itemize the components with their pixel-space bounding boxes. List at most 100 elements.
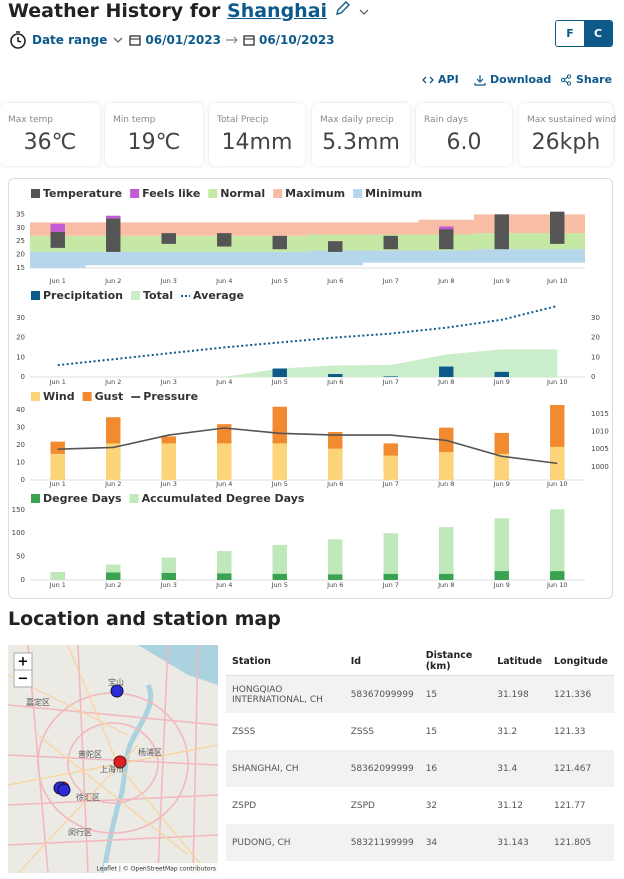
bar (106, 443, 121, 480)
x-tick-label: Jun 2 (104, 581, 121, 589)
y-tick-label: 20 (16, 334, 25, 342)
bar (328, 539, 343, 580)
total-area (57, 349, 558, 377)
start-date[interactable]: 06/01/2023 (145, 33, 221, 47)
zoom-out[interactable]: − (18, 672, 29, 687)
bar (439, 573, 454, 580)
bar (383, 573, 398, 580)
temperature-bar (494, 214, 509, 250)
x-tick-label: Jun 4 (215, 581, 232, 589)
table-cell: PUDONG, CH (226, 824, 345, 861)
min-band (85, 251, 141, 266)
stat-card: Max daily precip 5.3mm (312, 103, 410, 166)
x-tick-label: Jun 5 (271, 480, 288, 488)
city-link[interactable]: Shanghai (227, 0, 328, 22)
stat-value: 19℃ (127, 130, 181, 155)
bar (550, 509, 565, 580)
y2-tick-label: 20 (591, 334, 600, 342)
y-tick-label: 0 (21, 476, 25, 484)
station-map[interactable]: + − Leaflet | © OpenStreetMap contributo… (8, 645, 218, 873)
map-canvas[interactable]: + − Leaflet | © OpenStreetMap contributo… (8, 645, 218, 873)
share-button[interactable]: Share (560, 73, 612, 86)
y-tick-label: 15 (16, 264, 25, 272)
map-label: 上海市 (100, 764, 124, 774)
legend-label: Gust (95, 390, 124, 403)
map-roads (8, 645, 218, 873)
share-label: Share (576, 73, 613, 86)
min-band (363, 250, 419, 263)
x-tick-label: Jun 9 (493, 581, 510, 589)
stat-label: Rain days (424, 115, 468, 125)
bar (272, 544, 287, 580)
station-marker[interactable] (110, 684, 124, 698)
edit-icon[interactable] (334, 1, 352, 17)
min-band (252, 251, 308, 266)
x-tick-label: Jun 1 (49, 581, 66, 589)
legend-swatch (82, 392, 92, 401)
y-tick-label: 20 (16, 441, 25, 449)
bar (50, 453, 65, 480)
unit-c[interactable]: C (584, 21, 612, 46)
x-tick-label: Jun 9 (493, 480, 510, 488)
table-cell: 58362099999 (344, 750, 420, 787)
download-button[interactable]: Download (474, 73, 551, 86)
column-header: Latitude (491, 647, 549, 676)
section-title: Location and station map (8, 608, 281, 630)
api-button[interactable]: API (422, 73, 459, 86)
station-marker[interactable] (113, 755, 127, 769)
date-range-label[interactable]: Date range (32, 33, 108, 47)
max-band (141, 222, 197, 236)
end-date[interactable]: 06/10/2023 (258, 33, 335, 47)
legend-swatch (130, 189, 140, 198)
legend-swatch (353, 189, 363, 198)
min-band (529, 249, 585, 263)
feels-like-bar (106, 215, 121, 219)
table-cell: 31.198 (491, 675, 549, 713)
bar (161, 443, 176, 480)
stat-label: Min temp (113, 115, 156, 125)
bar (383, 455, 398, 480)
bar (383, 376, 398, 377)
zoom-out-button[interactable] (13, 669, 33, 688)
arrow-icon (225, 36, 238, 44)
bar (328, 574, 343, 580)
bar (272, 443, 287, 480)
map-label: 闵行区 (68, 827, 92, 837)
x-tick-label: Jun 7 (382, 277, 399, 285)
zoom-in[interactable]: + (18, 655, 29, 670)
map-attribution[interactable]: Leaflet | © OpenStreetMap contributors (97, 866, 216, 873)
stat-card: Max temp 36℃ (0, 103, 100, 166)
unit-f[interactable]: F (556, 21, 584, 46)
legend-label: Minimum (365, 187, 422, 200)
x-tick-label: Jun 2 (104, 277, 121, 285)
bar (439, 527, 454, 580)
bar (550, 446, 565, 480)
city-dropdown[interactable] (358, 7, 370, 17)
y-tick-label: 100 (12, 529, 25, 537)
zoom-control (13, 652, 33, 688)
table-cell: 34 (419, 824, 492, 861)
bar (272, 368, 287, 377)
stat-label: Total Precip (217, 115, 269, 125)
y2-tick-label: 10 (591, 353, 600, 361)
legend-swatch (31, 189, 40, 198)
table-body: HONGQIAO INTERNATIONAL, CH 58367099999 15 3… (226, 675, 614, 861)
bar (217, 573, 232, 580)
y2-tick-label: 30 (591, 314, 600, 322)
x-tick-label: Jun 8 (437, 378, 454, 386)
table-cell: ZSPD (350, 800, 375, 811)
legend-swatch (31, 392, 40, 401)
y-tick-label: 30 (16, 224, 25, 232)
min-band (307, 250, 363, 266)
clock-icon (10, 31, 26, 49)
y-tick-label: 0 (21, 373, 25, 381)
min-band (474, 249, 530, 263)
range-dropdown[interactable] (111, 35, 125, 45)
bar (328, 448, 343, 480)
x-tick-label: Jun 1 (49, 378, 66, 386)
bar (50, 572, 65, 580)
download-icon (474, 74, 486, 86)
unit-toggle: F C (555, 20, 613, 47)
station-marker[interactable] (57, 783, 71, 797)
table-cell: 58367099999 (344, 675, 420, 713)
